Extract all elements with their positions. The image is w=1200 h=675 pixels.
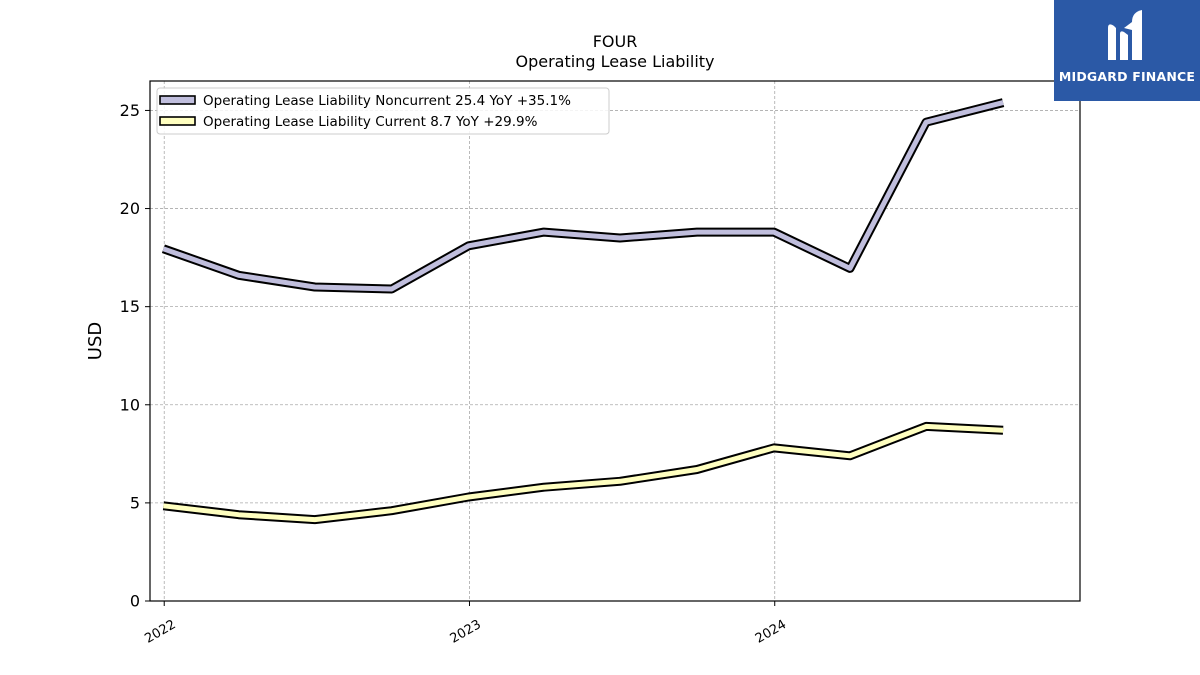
logo-text: MIDGARD FINANCE: [1058, 69, 1196, 84]
grid-lines: [150, 81, 1080, 602]
series-line-current: [163, 423, 1004, 523]
chart-title: FOUR: [592, 32, 638, 51]
y-tick-label: 15: [120, 297, 140, 316]
y-tick-label: 25: [120, 101, 140, 120]
x-tick-label: 2023: [448, 617, 484, 647]
legend: Operating Lease Liability Noncurrent 25.…: [156, 87, 610, 135]
y-tick-label: 0: [130, 592, 140, 611]
axes: 0 5 10 15 20 25 2022 2023 2024 USD: [85, 101, 789, 647]
series-line-outline: [162, 421, 1004, 525]
chart-subtitle: Operating Lease Liability: [515, 52, 715, 71]
y-tick-label: 20: [120, 199, 140, 218]
y-tick-label: 5: [130, 493, 140, 512]
y-axis-label: USD: [85, 322, 106, 360]
legend-swatch: [159, 116, 196, 126]
midgard-finance-logo: MIDGARD FINANCE: [1054, 0, 1200, 101]
legend-label: Operating Lease Liability Current 8.7 Yo…: [203, 114, 538, 130]
series-lines: [161, 98, 1005, 525]
legend-swatch: [159, 95, 196, 105]
plot-frame: [149, 80, 1081, 602]
x-tick-label: 2024: [753, 617, 789, 647]
series-line-noncurrent: [162, 100, 1004, 292]
legend-label: Operating Lease Liability Noncurrent 25.…: [203, 93, 571, 109]
midgard-logo-mark-icon: [1108, 10, 1142, 60]
legend-box: [156, 87, 610, 135]
x-tick-label: 2022: [142, 617, 178, 647]
y-tick-label: 10: [120, 395, 140, 414]
